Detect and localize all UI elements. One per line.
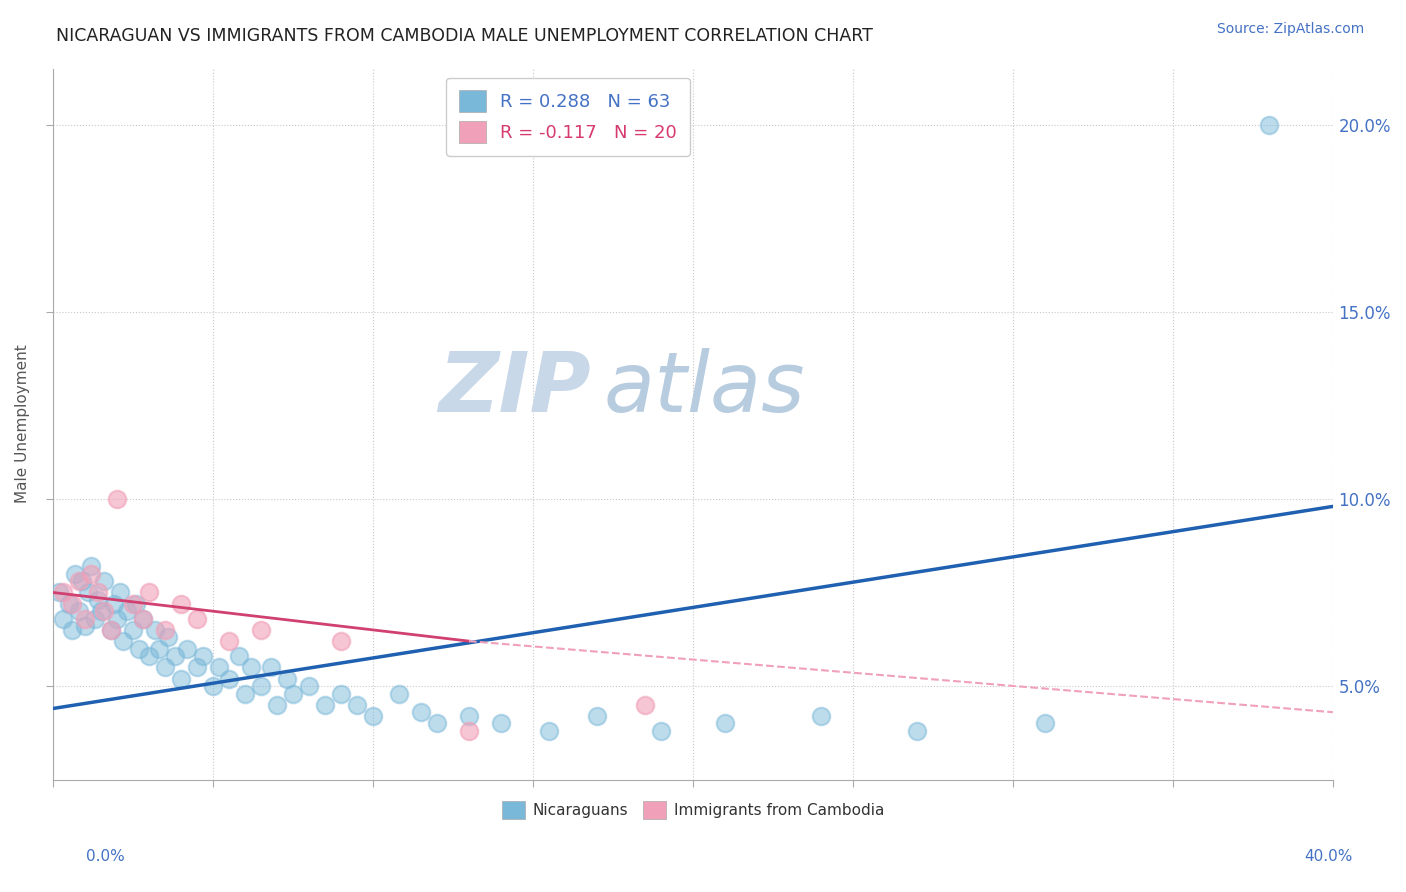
- Point: [105, 612, 128, 626]
- Point: [67, 604, 90, 618]
- Point: [276, 672, 298, 686]
- Point: [298, 679, 321, 693]
- Point: [810, 709, 832, 723]
- Point: [218, 672, 240, 686]
- Point: [51, 612, 73, 626]
- Point: [103, 597, 125, 611]
- Point: [218, 634, 240, 648]
- Point: [361, 709, 384, 723]
- Text: 0.0%: 0.0%: [86, 849, 125, 864]
- Point: [153, 623, 176, 637]
- Point: [131, 612, 153, 626]
- Point: [186, 660, 208, 674]
- Point: [73, 612, 96, 626]
- Point: [240, 660, 263, 674]
- Point: [87, 593, 110, 607]
- Point: [489, 716, 512, 731]
- Point: [170, 597, 193, 611]
- Point: [122, 597, 145, 611]
- Point: [1258, 118, 1281, 132]
- Point: [208, 660, 231, 674]
- Point: [1033, 716, 1056, 731]
- Text: ZIP: ZIP: [437, 348, 591, 429]
- Point: [714, 716, 737, 731]
- Point: [634, 698, 657, 712]
- Point: [67, 574, 90, 589]
- Point: [650, 723, 672, 738]
- Point: [108, 585, 131, 599]
- Legend: Nicaraguans, Immigrants from Cambodia: Nicaraguans, Immigrants from Cambodia: [496, 795, 890, 825]
- Point: [458, 723, 481, 738]
- Point: [128, 641, 150, 656]
- Point: [100, 623, 122, 637]
- Point: [87, 585, 110, 599]
- Point: [259, 660, 281, 674]
- Point: [537, 723, 560, 738]
- Point: [250, 679, 273, 693]
- Point: [250, 623, 273, 637]
- Point: [80, 559, 103, 574]
- Text: Source: ZipAtlas.com: Source: ZipAtlas.com: [1216, 22, 1364, 37]
- Point: [93, 604, 115, 618]
- Point: [105, 491, 128, 506]
- Point: [122, 623, 145, 637]
- Point: [346, 698, 368, 712]
- Text: atlas: atlas: [603, 348, 806, 429]
- Point: [51, 585, 73, 599]
- Point: [138, 649, 160, 664]
- Point: [176, 641, 198, 656]
- Point: [115, 604, 138, 618]
- Point: [143, 623, 166, 637]
- Y-axis label: Male Unemployment: Male Unemployment: [15, 344, 30, 503]
- Point: [409, 705, 432, 719]
- Point: [329, 686, 352, 700]
- Point: [201, 679, 224, 693]
- Point: [314, 698, 336, 712]
- Point: [586, 709, 609, 723]
- Point: [112, 634, 135, 648]
- Point: [60, 597, 83, 611]
- Point: [266, 698, 288, 712]
- Point: [48, 585, 70, 599]
- Point: [77, 585, 100, 599]
- Point: [329, 634, 352, 648]
- Point: [70, 574, 93, 589]
- Point: [193, 649, 215, 664]
- Point: [73, 619, 96, 633]
- Point: [426, 716, 449, 731]
- Point: [58, 597, 80, 611]
- Point: [93, 574, 115, 589]
- Point: [228, 649, 250, 664]
- Point: [65, 566, 87, 581]
- Point: [458, 709, 481, 723]
- Point: [170, 672, 193, 686]
- Point: [163, 649, 186, 664]
- Point: [138, 585, 160, 599]
- Point: [125, 597, 148, 611]
- Text: 40.0%: 40.0%: [1305, 849, 1353, 864]
- Point: [233, 686, 256, 700]
- Point: [83, 612, 105, 626]
- Point: [153, 660, 176, 674]
- Point: [80, 566, 103, 581]
- Point: [157, 631, 180, 645]
- Point: [60, 623, 83, 637]
- Point: [148, 641, 170, 656]
- Point: [186, 612, 208, 626]
- Point: [281, 686, 304, 700]
- Text: NICARAGUAN VS IMMIGRANTS FROM CAMBODIA MALE UNEMPLOYMENT CORRELATION CHART: NICARAGUAN VS IMMIGRANTS FROM CAMBODIA M…: [56, 27, 873, 45]
- Point: [905, 723, 928, 738]
- Point: [131, 612, 153, 626]
- Point: [100, 623, 122, 637]
- Point: [387, 686, 409, 700]
- Point: [90, 604, 112, 618]
